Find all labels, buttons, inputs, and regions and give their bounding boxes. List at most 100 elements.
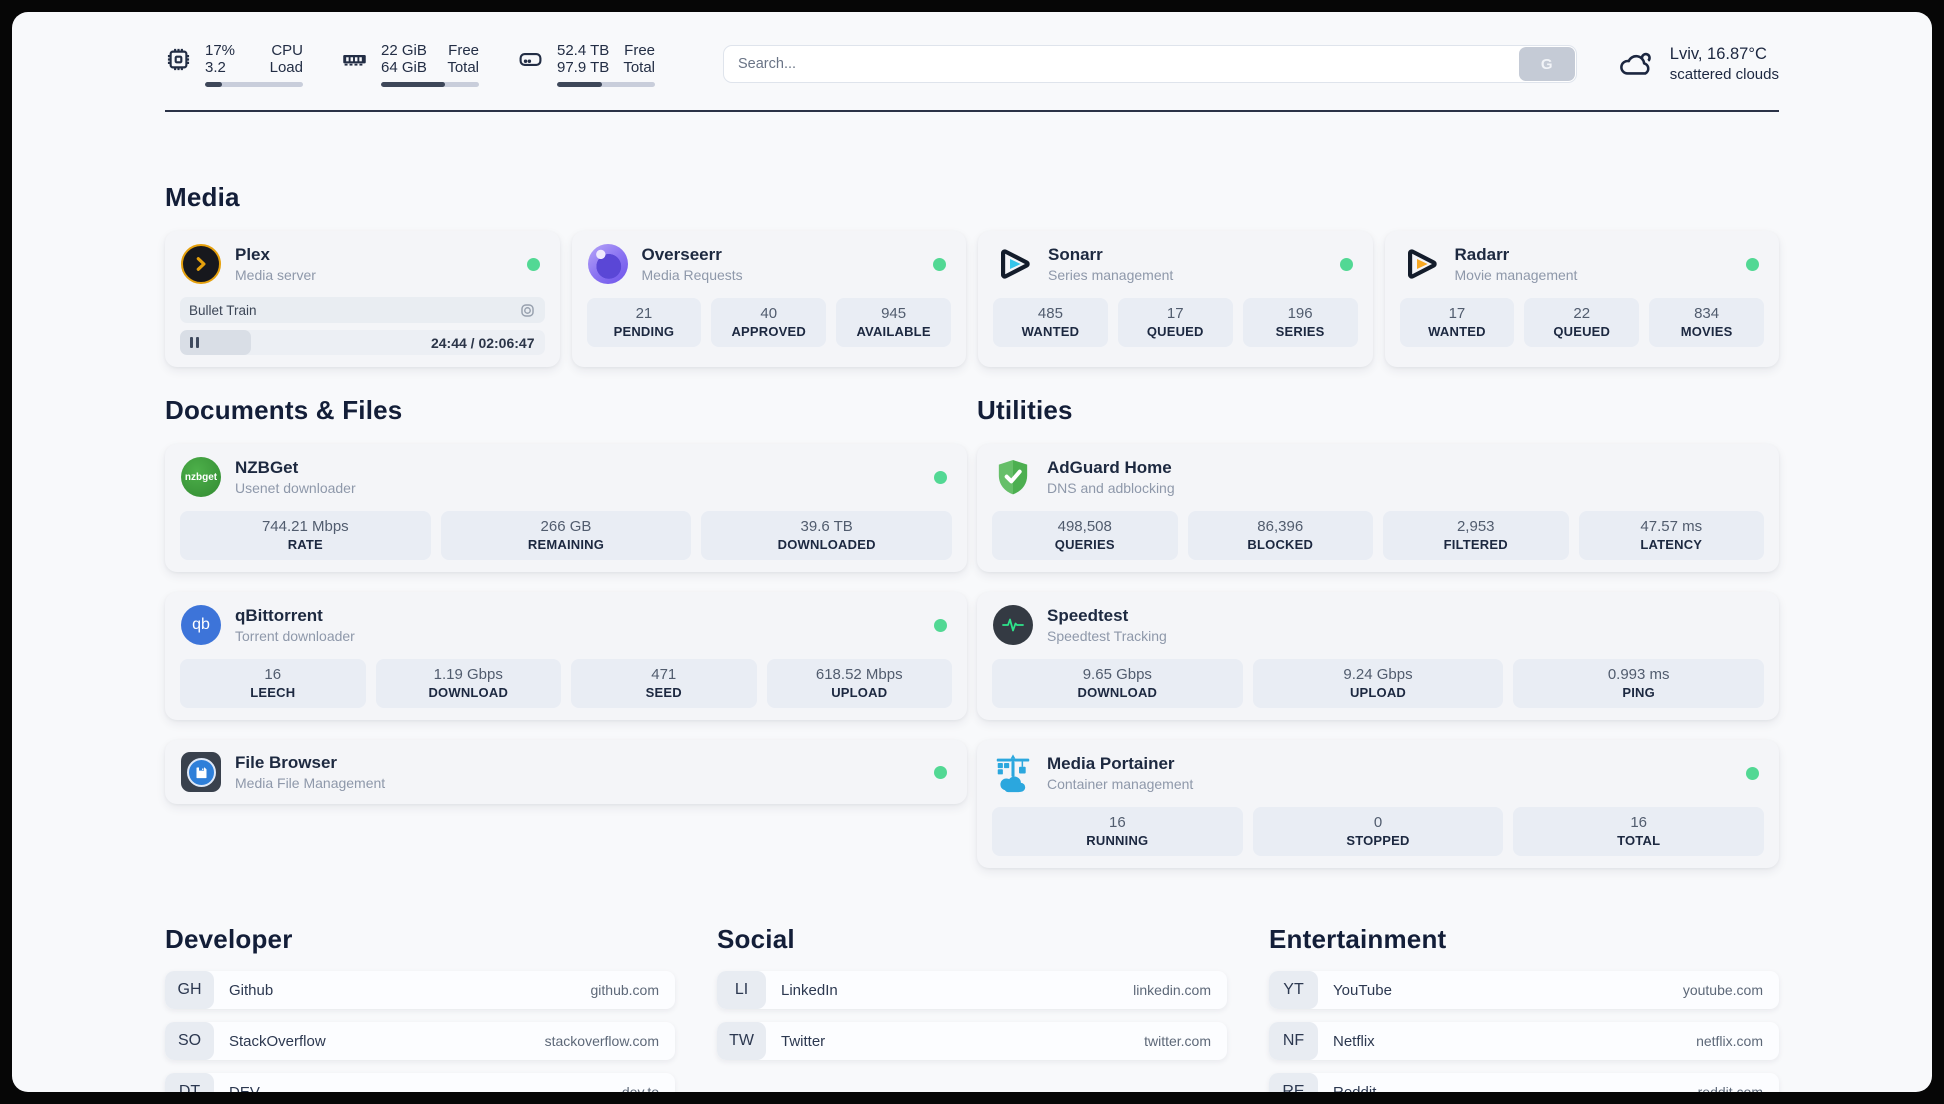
speedtest-icon (993, 605, 1033, 645)
link-dev[interactable]: DT DEV dev.to (165, 1073, 675, 1092)
weather-condition: scattered clouds (1669, 66, 1779, 83)
app-subtitle: Torrent downloader (235, 628, 355, 645)
app-subtitle: Usenet downloader (235, 480, 356, 497)
link-abbr: YT (1269, 971, 1318, 1009)
cpu-load-value: 3.2 (205, 59, 226, 76)
status-dot (934, 618, 947, 632)
app-title: NZBGet (235, 457, 299, 477)
stat-available: 945 AVAILABLE (836, 298, 951, 347)
status-dot (933, 257, 946, 271)
memory-icon (343, 54, 366, 66)
link-youtube[interactable]: YT YouTube youtube.com (1269, 971, 1779, 1009)
cpu-progress-fill (205, 81, 222, 87)
link-linkedin[interactable]: LI LinkedIn linkedin.com (717, 971, 1227, 1009)
app-title: qBittorrent (235, 605, 323, 625)
cpu-metric: 17% CPU 3.2 Load (165, 42, 303, 87)
app-card-adguard[interactable]: AdGuard Home DNS and adblocking 498,508 … (977, 444, 1779, 572)
app-card-filebrowser[interactable]: File Browser Media File Management (165, 740, 967, 804)
cloud-icon (1619, 52, 1651, 75)
media-grid: Plex Media server Bullet Train 24:44 / 0… (165, 231, 1779, 367)
stat-seed: 471 SEED (571, 659, 757, 708)
cpu-usage-value: 17% (205, 41, 236, 59)
stat-approved: 40 APPROVED (711, 298, 827, 347)
search-input[interactable] (723, 45, 1577, 83)
link-abbr: NF (1269, 1022, 1318, 1060)
link-abbr: DT (165, 1073, 214, 1092)
stat-queued: 22 QUEUED (1524, 298, 1640, 347)
plex-icon (181, 244, 221, 284)
stat-wanted: 17 WANTED (1399, 298, 1515, 347)
app-title: Speedtest (1047, 605, 1129, 625)
app-card-plex[interactable]: Plex Media server Bullet Train 24:44 / 0… (165, 231, 560, 367)
section-title-utilities: Utilities (977, 395, 1073, 425)
memory-free-value: 22 GiB (381, 41, 427, 59)
stat-series: 196 SERIES (1242, 298, 1358, 347)
app-card-radarr[interactable]: Radarr Movie management 17 WANTED 22 QUE… (1384, 231, 1779, 367)
cpu-usage-label: CPU (271, 41, 303, 59)
app-subtitle: Media Requests (641, 267, 743, 284)
sonarr-icon (1001, 249, 1030, 279)
disk-free-label: Free (624, 41, 655, 59)
app-card-sonarr[interactable]: Sonarr Series management 485 WANTED 17 Q… (978, 231, 1373, 367)
documents-column: Documents & Files nzbget NZBGet Usenet d… (165, 395, 967, 868)
weather-location-temp: Lviv, 16.87°C (1669, 45, 1767, 63)
search-bar: G (723, 45, 1577, 83)
memory-free-label: Free (448, 41, 479, 59)
link-abbr: RE (1269, 1073, 1318, 1092)
app-subtitle: DNS and adblocking (1047, 480, 1175, 497)
app-card-overseerr[interactable]: Overseerr Media Requests 21 PENDING 40 A… (571, 231, 966, 367)
app-card-nzbget[interactable]: nzbget NZBGet Usenet downloader 744.21 M… (165, 444, 967, 572)
pause-icon[interactable] (190, 337, 199, 348)
qbittorrent-icon: qb (181, 605, 221, 645)
stat-downloaded: 39.6 TB DOWNLOADED (701, 511, 952, 560)
search-engine-button[interactable]: G (1518, 47, 1575, 81)
adguard-icon (998, 460, 1028, 495)
links-column-entertainment: Entertainment YT YouTube youtube.com NF … (1269, 924, 1779, 1092)
app-card-portainer[interactable]: Media Portainer Container management 16 … (977, 740, 1779, 868)
section-title-documents: Documents & Files (165, 395, 403, 425)
link-abbr: TW (717, 1022, 766, 1060)
now-playing-title: Bullet Train (189, 302, 257, 318)
app-card-speedtest[interactable]: Speedtest Speedtest Tracking 9.65 Gbps D… (977, 592, 1779, 720)
status-dot (526, 257, 540, 271)
app-subtitle: Movie management (1454, 267, 1578, 284)
link-netflix[interactable]: NF Netflix netflix.com (1269, 1022, 1779, 1060)
status-dot (934, 470, 947, 484)
cpu-load-label: Load (269, 59, 303, 76)
portainer-icon (996, 754, 1030, 793)
stat-ping: 0.993 ms PING (1513, 659, 1764, 708)
stat-queued: 17 QUEUED (1117, 298, 1233, 347)
cpu-icon (167, 48, 190, 70)
disk-metric: 52.4 TB Free 97.9 TB Total (517, 42, 655, 87)
nzbget-icon: nzbget (181, 457, 221, 497)
stat-blocked: 86,396 BLOCKED (1187, 511, 1373, 560)
status-dot (1746, 257, 1759, 271)
stat-remaining: 266 GB REMAINING (440, 511, 692, 560)
link-reddit[interactable]: RE Reddit reddit.com (1269, 1073, 1779, 1092)
memory-progress-bar (381, 81, 479, 87)
link-github[interactable]: GH Github github.com (165, 971, 675, 1009)
disk-total-value: 97.9 TB (557, 59, 610, 76)
app-card-qbittorrent[interactable]: qb qBittorrent Torrent downloader 16 (165, 592, 967, 720)
cpu-progress-bar (205, 81, 303, 87)
app-title: Media Portainer (1047, 753, 1175, 773)
link-abbr: LI (717, 971, 766, 1009)
link-twitter[interactable]: TW Twitter twitter.com (717, 1022, 1227, 1060)
disk-total-label: Total (623, 59, 655, 76)
radarr-icon (1407, 249, 1437, 279)
link-stackoverflow[interactable]: SO StackOverflow stackoverflow.com (165, 1022, 675, 1060)
stat-wanted: 485 WANTED (993, 298, 1108, 347)
memory-metric: 22 GiB Free 64 GiB Total (341, 42, 479, 87)
app-subtitle: Speedtest Tracking (1047, 628, 1167, 645)
section-title-developer: Developer (165, 924, 293, 954)
stat-total: 16 TOTAL (1513, 807, 1764, 856)
app-title: Radarr (1454, 244, 1510, 264)
header: 17% CPU 3.2 Load (165, 38, 1779, 90)
disk-progress-fill (557, 81, 603, 87)
app-subtitle: Media File Management (235, 775, 386, 792)
now-playing-icon[interactable] (519, 302, 536, 319)
memory-total-label: Total (447, 59, 479, 76)
app-subtitle: Media server (235, 267, 316, 284)
app-title: File Browser (235, 752, 338, 772)
stat-stopped: 0 STOPPED (1252, 807, 1504, 856)
